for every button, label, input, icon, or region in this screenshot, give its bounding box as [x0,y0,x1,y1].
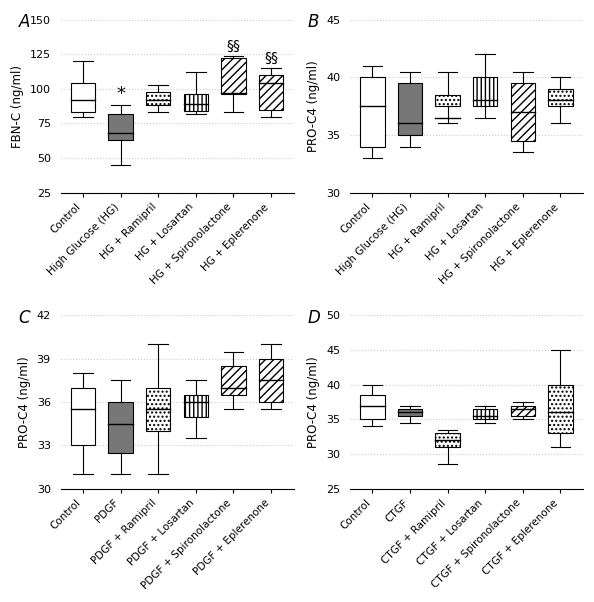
Bar [398,409,422,416]
Bar [109,114,133,140]
Bar [259,359,283,402]
Bar [184,395,208,417]
Bar [548,89,573,106]
Bar [146,92,170,105]
Bar [435,95,460,106]
Bar [473,409,497,420]
Bar [510,83,535,141]
Y-axis label: PRO-C4 (ng/ml): PRO-C4 (ng/ml) [308,60,320,152]
Bar [146,388,170,431]
Text: §§: §§ [226,39,241,53]
Bar [473,77,497,106]
Text: §§: §§ [264,51,278,65]
Bar [109,402,133,453]
Bar [184,95,208,111]
Text: A: A [18,13,30,31]
Bar [510,406,535,416]
Bar [71,388,95,445]
Bar [360,77,385,146]
Y-axis label: FBN-C (ng/ml): FBN-C (ng/ml) [11,64,24,147]
Bar [398,83,422,135]
Bar [259,75,283,110]
Bar [71,83,95,113]
Text: B: B [308,13,319,31]
Text: D: D [308,309,321,326]
Bar [548,385,573,433]
Text: *: * [116,85,125,103]
Bar [360,395,385,420]
Y-axis label: PRO-C4 (ng/ml): PRO-C4 (ng/ml) [18,356,31,448]
Bar [221,58,246,95]
Bar [221,366,246,395]
Y-axis label: PRO-C4 (ng/ml): PRO-C4 (ng/ml) [308,356,320,448]
Bar [435,433,460,447]
Text: C: C [18,309,30,326]
